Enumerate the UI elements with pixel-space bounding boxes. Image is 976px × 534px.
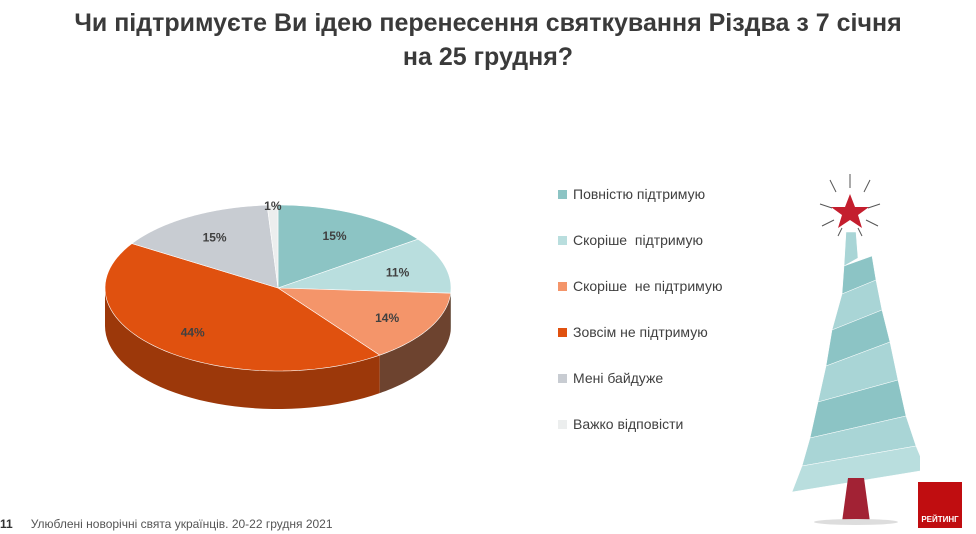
tree-ribbon: [791, 231, 920, 493]
footer-source: Улюблені новорічні свята українців. 20-2…: [30, 517, 333, 531]
footer: 11 Улюблені новорічні свята українців. 20…: [0, 517, 333, 531]
legend-swatch: [558, 236, 567, 245]
legend-label: Зовсім не підтримую: [573, 324, 708, 340]
legend-swatch: [558, 328, 567, 337]
data-label-3: 44%: [181, 326, 205, 340]
pie-slice-3: [104, 243, 381, 372]
legend-label: Скоріше підтримую: [573, 232, 704, 248]
page-number: 11: [0, 517, 13, 531]
data-label-2: 14%: [375, 311, 399, 325]
star-icon: [831, 194, 869, 228]
data-label-4: 15%: [203, 231, 227, 245]
data-label-1: 11%: [386, 265, 410, 279]
pie-side-3: [105, 288, 380, 409]
star-rays: [819, 174, 881, 237]
legend-label: Скоріше не підтримую: [573, 278, 723, 294]
legend-item: Скоріше не підтримую: [558, 278, 722, 324]
pie-slice-4: [131, 204, 279, 289]
pie-slice-1: [277, 238, 452, 294]
legend-item: Скоріше підтримую: [558, 232, 722, 278]
data-label-5: 1%: [264, 199, 282, 213]
rating-logo: РЕЙТИНГ: [918, 482, 962, 528]
logo-text: РЕЙТИНГ: [921, 515, 959, 524]
pie-side-2: [379, 293, 451, 394]
legend-swatch: [558, 420, 567, 429]
pie-slice-5: [266, 204, 279, 289]
legend-item: Мені байдуже: [558, 370, 722, 416]
pie-slice-0: [277, 204, 419, 289]
legend: Повністю підтримую Скоріше підтримую Скорі…: [558, 186, 722, 462]
legend-label: Важко відповісти: [573, 416, 684, 432]
legend-swatch: [558, 374, 567, 383]
legend-swatch: [558, 190, 567, 199]
legend-label: Повністю підтримую: [573, 186, 706, 202]
chart-title: Чи підтримуєте Ви ідею перенесення святк…: [0, 6, 976, 74]
christmas-tree-illustration: [791, 174, 920, 525]
legend-item: Важко відповісти: [558, 416, 722, 462]
legend-item: Повністю підтримую: [558, 186, 722, 232]
title-line-1: Чи підтримуєте Ви ідею перенесення святк…: [74, 9, 902, 37]
legend-item: Зовсім не підтримую: [558, 324, 722, 370]
pie-chart: 15% 11% 14% 44% 15% 1%: [104, 199, 452, 409]
title-line-2: на 25 грудня?: [402, 43, 574, 71]
pie-slice-2: [276, 287, 452, 356]
legend-label: Мені байдуже: [573, 370, 664, 386]
tree-trunk: [842, 478, 870, 522]
data-label-0: 15%: [323, 229, 347, 243]
legend-swatch: [558, 282, 567, 291]
